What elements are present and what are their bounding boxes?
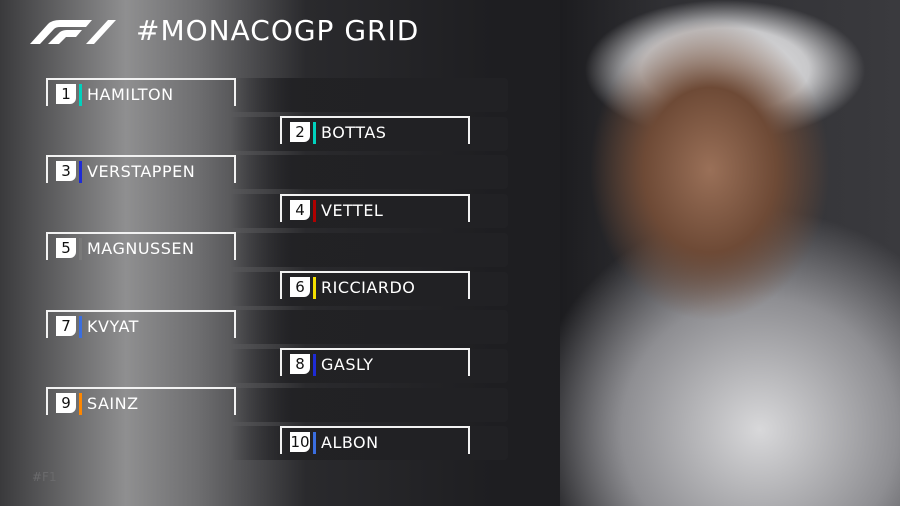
- grid-row: [30, 271, 508, 306]
- driver-name: GASLY: [321, 355, 374, 375]
- grid-row: [30, 232, 508, 267]
- position-number: 6: [290, 277, 310, 297]
- grid-slot: 9 SAINZ: [46, 387, 236, 416]
- grid-row: [30, 387, 508, 422]
- grid-row: [30, 310, 508, 345]
- grid-slot: 7 KVYAT: [46, 309, 236, 338]
- grid-row: [30, 426, 508, 461]
- position-number: 2: [290, 122, 310, 143]
- position-number: 10: [290, 431, 310, 452]
- team-color-stripe: [313, 354, 316, 377]
- grid-slot: 3 VERSTAPPEN: [46, 154, 236, 183]
- f1-logo-icon: [30, 20, 116, 44]
- driver-name: SAINZ: [87, 394, 139, 414]
- team-color-stripe: [313, 199, 316, 222]
- team-color-stripe: [79, 315, 82, 338]
- position-number: 4: [290, 199, 310, 220]
- team-color-stripe: [313, 277, 316, 299]
- grid-row: [30, 78, 508, 112]
- grid-slot: 4 VETTEL: [280, 193, 470, 222]
- team-color-stripe: [79, 83, 82, 106]
- position-number: 9: [56, 393, 76, 414]
- grid-slot: 8 GASLY: [280, 348, 470, 377]
- grid-row: [30, 194, 508, 229]
- grid-row: [30, 348, 508, 383]
- grid-slot: 6 RICCIARDO: [280, 271, 470, 299]
- driver-name: MAGNUSSEN: [87, 239, 195, 259]
- team-color-stripe: [313, 122, 316, 145]
- position-number: 3: [56, 160, 76, 181]
- hashtag: #F1: [32, 470, 57, 484]
- position-number: 7: [56, 315, 76, 336]
- grid-slot: 2 BOTTAS: [280, 116, 470, 145]
- position-number: 5: [56, 238, 76, 259]
- grid-row: [30, 116, 508, 151]
- grid-slot: 10 ALBON: [280, 425, 470, 454]
- position-number: 1: [56, 83, 76, 104]
- driver-photo: [560, 0, 900, 506]
- driver-name: BOTTAS: [321, 123, 387, 143]
- driver-name: VETTEL: [321, 200, 384, 220]
- driver-name: RICCIARDO: [321, 278, 416, 297]
- team-color-stripe: [79, 238, 82, 261]
- driver-name: HAMILTON: [87, 84, 174, 104]
- grid-slot: 5 MAGNUSSEN: [46, 232, 236, 261]
- team-color-stripe: [79, 393, 82, 416]
- team-color-stripe: [313, 431, 316, 454]
- driver-name: ALBON: [321, 432, 379, 452]
- position-number: 8: [290, 354, 310, 375]
- page-title: #MONACOGP GRID: [136, 14, 420, 47]
- driver-name: KVYAT: [87, 316, 139, 336]
- team-color-stripe: [79, 160, 82, 183]
- grid-slot: 1 HAMILTON: [46, 77, 236, 106]
- grid-row: [30, 155, 508, 190]
- driver-name: VERSTAPPEN: [87, 161, 196, 181]
